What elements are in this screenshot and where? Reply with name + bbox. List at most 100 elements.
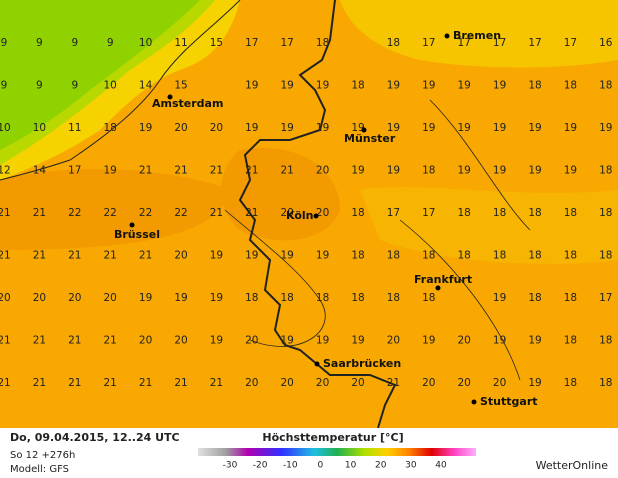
city-dot: [129, 222, 135, 228]
grid-value: 19: [281, 80, 294, 92]
grid-value: 17: [599, 292, 612, 304]
grid-value: 10: [0, 122, 11, 134]
grid-value: 19: [210, 335, 223, 347]
grid-value: 17: [422, 37, 435, 49]
grid-value: 20: [493, 377, 506, 389]
grid-value: 19: [493, 165, 506, 177]
colorbar: [198, 448, 476, 456]
grid-value: 18: [564, 335, 577, 347]
grid-value: 21: [139, 250, 152, 262]
grid-value: 18: [528, 80, 541, 92]
colorbar-tick-label: 10: [345, 461, 357, 471]
grid-value: 19: [281, 335, 294, 347]
grid-value: 14: [139, 80, 153, 92]
grid-value: 21: [33, 250, 46, 262]
colorbar-tick-label: 30: [405, 461, 417, 471]
grid-value: 21: [68, 250, 81, 262]
grid-value: 22: [139, 207, 152, 219]
grid-value: 21: [139, 165, 152, 177]
grid-value: 21: [174, 377, 187, 389]
grid-value: 18: [351, 250, 364, 262]
colorbar-tick-label: 20: [375, 461, 387, 471]
grid-value: 20: [68, 292, 81, 304]
grid-value: 9: [107, 37, 114, 49]
grid-value: 19: [458, 122, 471, 134]
grid-value: 19: [422, 80, 435, 92]
zone-green: [0, 0, 200, 150]
grid-value: 19: [316, 122, 329, 134]
grid-value: 19: [316, 80, 329, 92]
grid-value: 15: [174, 80, 187, 92]
city-dot: [361, 127, 367, 133]
footer-model: Modell: GFS: [10, 464, 69, 475]
grid-value: 19: [210, 292, 223, 304]
grid-value: 19: [528, 377, 541, 389]
grid-value: 20: [458, 335, 471, 347]
grid-value: 19: [387, 122, 400, 134]
grid-value: 19: [564, 165, 577, 177]
grid-value: 19: [564, 122, 577, 134]
grid-value: 21: [104, 377, 117, 389]
grid-value: 22: [174, 207, 187, 219]
grid-value: 9: [71, 80, 78, 92]
grid-value: 21: [0, 250, 11, 262]
grid-value: 9: [36, 37, 43, 49]
grid-value: 20: [245, 377, 258, 389]
grid-value: 18: [422, 250, 435, 262]
temperature-grid: 9 9 9 9 10 11 15 17 17 18 18 17 17 17 17 17 16 9 9 9 10 14 15 1…: [0, 37, 613, 389]
city-dot: [167, 94, 173, 100]
grid-value: 17: [68, 165, 81, 177]
city-dot: [314, 361, 320, 367]
grid-value: 20: [422, 377, 435, 389]
city-label: Frankfurt: [414, 273, 472, 286]
grid-value: 19: [422, 122, 435, 134]
grid-value: 20: [33, 292, 46, 304]
grid-value: 19: [139, 122, 152, 134]
colorbar-tick-label: -10: [283, 461, 298, 471]
grid-value: 17: [387, 207, 400, 219]
grid-value: 19: [528, 165, 541, 177]
grid-value: 18: [528, 292, 541, 304]
grid-value: 17: [493, 37, 506, 49]
grid-value: 21: [139, 377, 152, 389]
grid-value: 20: [281, 207, 294, 219]
legend-title: Höchsttemperatur [°C]: [262, 431, 403, 444]
grid-value: 20: [316, 377, 329, 389]
city-dot: [471, 399, 477, 405]
grid-value: 18: [564, 292, 577, 304]
colorbar-tick-label: 40: [435, 461, 447, 471]
borders: [0, 0, 531, 429]
grid-value: 15: [210, 37, 223, 49]
grid-value: 18: [599, 165, 612, 177]
grid-value: 18: [387, 37, 400, 49]
grid-value: 18: [316, 37, 329, 49]
grid-value: 19: [351, 165, 364, 177]
grid-value: 18: [599, 207, 612, 219]
grid-value: 17: [458, 37, 471, 49]
grid-value: 19: [387, 80, 400, 92]
zone-warm: [221, 148, 340, 241]
grid-value: 20: [0, 292, 11, 304]
grid-value: 20: [316, 207, 329, 219]
grid-value: 20: [139, 335, 152, 347]
grid-value: 19: [599, 122, 612, 134]
grid-value: 19: [493, 292, 506, 304]
city-label: Köln: [286, 209, 314, 222]
grid-value: 18: [599, 250, 612, 262]
grid-value: 18: [599, 80, 612, 92]
grid-value: 11: [68, 122, 81, 134]
grid-value: 21: [210, 165, 223, 177]
grid-value: 19: [245, 80, 258, 92]
grid-value: 9: [1, 80, 8, 92]
zone-warm2: [0, 169, 230, 250]
grid-value: 20: [174, 122, 187, 134]
grid-value: 20: [281, 377, 294, 389]
grid-value: 18: [458, 207, 471, 219]
city-label: Münster: [344, 132, 396, 145]
grid-value: 21: [210, 377, 223, 389]
grid-value: 19: [493, 122, 506, 134]
grid-value: 18: [316, 292, 329, 304]
grid-value: 19: [281, 250, 294, 262]
grid-value: 22: [68, 207, 81, 219]
grid-value: 19: [351, 335, 364, 347]
